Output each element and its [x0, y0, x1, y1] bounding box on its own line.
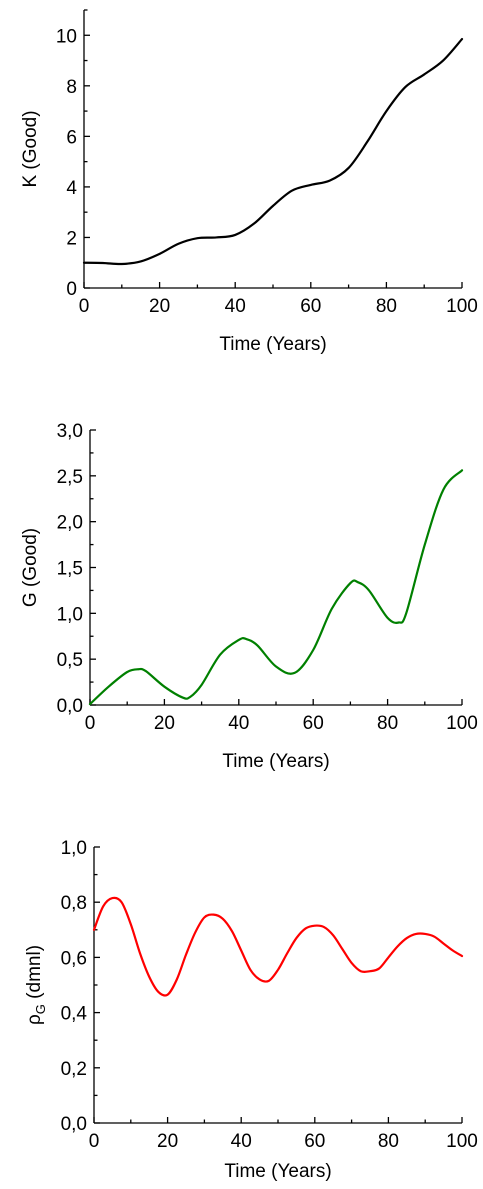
- x-tick-label: 0: [85, 713, 96, 734]
- y-tick-label: 4: [66, 178, 77, 199]
- chart-3: 0 20 40 60 80 100 0,0 0,2 0,4 0,6 0,8 1,0 Time (Year…: [24, 838, 478, 1182]
- y-tick-label: 2: [66, 228, 77, 249]
- x-tick-label: 20: [149, 296, 170, 317]
- y-tick-label: 1,5: [57, 559, 83, 580]
- chart-1: 0 20 40 60 80 100 0 2 4 6 8 10 Time (Years) K (Good): [20, 9, 478, 355]
- x-axis-title: Time (Years): [222, 751, 329, 772]
- series-line-1: [88, 469, 464, 706]
- x-tick-label: 80: [378, 1131, 399, 1152]
- x-tick-label: 20: [154, 713, 175, 734]
- y-tick-label: 8: [66, 77, 77, 98]
- x-tick-label: 0: [79, 296, 90, 317]
- x-tick-label: 40: [228, 713, 249, 734]
- y-axis-title-unit: (dmnl): [24, 945, 45, 1004]
- x-tick-label: 20: [157, 1131, 178, 1152]
- x-tick-label: 80: [376, 296, 397, 317]
- chart-2: 0 20 40 60 80 100 0,0 0,5 1,0 1,5 2,0 2,5 3,0 Time (Y…: [20, 421, 478, 772]
- x-axis-title: Time (Years): [224, 1161, 331, 1182]
- x-tick-label: 80: [377, 713, 398, 734]
- y-tick-label: 0,0: [61, 1114, 87, 1135]
- x-tick-label: 60: [300, 296, 321, 317]
- y-tick-label: 1,0: [57, 604, 83, 625]
- x-axis-title: Time (Years): [219, 334, 326, 355]
- series-line-1: [82, 37, 464, 266]
- x-tick-label: 100: [446, 1131, 478, 1152]
- y-tick-label: 6: [66, 127, 77, 148]
- x-tick-label: 40: [231, 1131, 252, 1152]
- y-axis-title: K (Good): [20, 110, 41, 187]
- y-tick-label: 0,2: [61, 1059, 87, 1080]
- x-tick-label: 60: [303, 713, 324, 734]
- y-tick-label: 0,6: [61, 948, 87, 969]
- y-tick-label: 10: [56, 26, 77, 47]
- y-axis-title: G (Good): [20, 528, 41, 607]
- y-tick-label: 0,0: [57, 696, 83, 717]
- y-axis-title-subscript: G: [33, 1004, 48, 1014]
- y-tick-label: 1,0: [61, 838, 87, 859]
- y-tick-label: 3,0: [57, 421, 83, 442]
- y-tick-label: 0,5: [57, 650, 83, 671]
- x-tick-label: 60: [304, 1131, 325, 1152]
- x-tick-label: 40: [225, 296, 246, 317]
- x-tick-label: 0: [89, 1131, 100, 1152]
- y-axis-title: ρG (dmnl): [24, 945, 48, 1025]
- y-tick-label: 2,5: [57, 467, 83, 488]
- y-axis-title-symbol: ρ: [24, 1014, 45, 1025]
- y-tick-label: 0,4: [61, 1004, 88, 1025]
- series-line-1: [92, 896, 464, 997]
- x-tick-label: 100: [446, 296, 478, 317]
- y-tick-label: 2,0: [57, 513, 83, 534]
- x-tick-label: 100: [446, 713, 478, 734]
- y-tick-label: 0: [66, 279, 77, 300]
- y-tick-label: 0,8: [61, 893, 87, 914]
